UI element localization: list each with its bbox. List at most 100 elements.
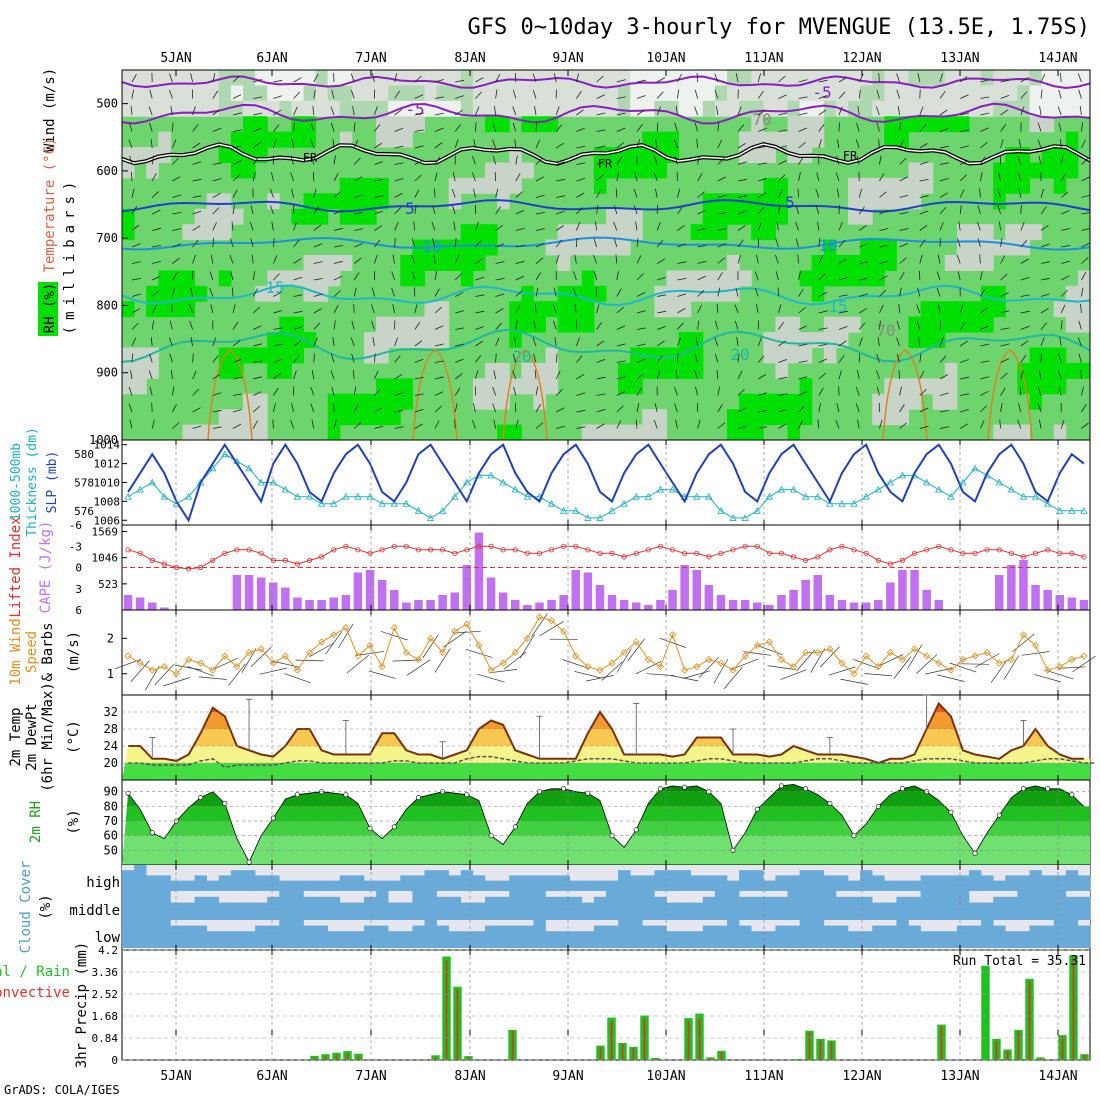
wind10-point — [753, 641, 761, 649]
thickness-point — [1019, 492, 1028, 500]
wind10-tick-label: 1 — [107, 667, 114, 681]
wind-barb — [596, 174, 604, 182]
chart-title: GFS 0~10day 3-hourly for MVENGUE (13.5E,… — [467, 15, 1090, 40]
rh-cell — [557, 255, 571, 271]
rh-cell — [230, 100, 244, 117]
wind-barb — [655, 139, 658, 149]
wind-barb — [232, 321, 239, 330]
rh-cell — [727, 208, 740, 225]
wind-barb — [717, 122, 720, 132]
wind-barb — [394, 337, 398, 347]
wind-barb — [797, 188, 799, 198]
wind-barb — [555, 225, 564, 231]
precip-convective-bar — [808, 1032, 811, 1060]
rh-cell — [509, 378, 522, 395]
wind-barb — [917, 73, 921, 83]
cloud-bar — [1005, 931, 1018, 948]
wind-barb — [333, 304, 339, 314]
wind-barb — [374, 210, 384, 215]
wind-barb — [939, 177, 949, 182]
rh-cell — [436, 85, 450, 102]
wind-barb — [535, 386, 539, 396]
pressure-tick-label: 500 — [96, 97, 118, 111]
cloud-bar — [1005, 896, 1018, 920]
rh-cell — [956, 255, 970, 271]
wind-barb — [515, 245, 525, 248]
wind-barb — [513, 89, 517, 99]
rh-cell — [1029, 378, 1043, 395]
cape-bar — [619, 600, 629, 610]
thickness-point — [596, 514, 604, 521]
cloud-bar — [497, 896, 510, 920]
rh-cell — [1053, 378, 1067, 395]
wind-barb — [1020, 354, 1027, 363]
wind-barb — [899, 139, 904, 149]
rh-cell — [848, 208, 861, 225]
rh-cell — [267, 85, 280, 102]
wind-barb — [778, 174, 786, 182]
rh-cell — [775, 177, 788, 194]
wind-barb — [454, 109, 463, 116]
rh-cell — [339, 393, 353, 410]
rh-cell — [993, 70, 1006, 86]
wind-barb — [414, 112, 424, 116]
wind-barb — [353, 287, 357, 297]
cloud-bar — [835, 896, 849, 920]
precip-convective-bar — [1006, 1050, 1009, 1060]
wind-barb — [635, 419, 638, 429]
wind-barb — [818, 238, 821, 248]
cape-bar — [898, 570, 907, 610]
wind-barb — [313, 322, 321, 330]
wind-barb — [1061, 275, 1070, 281]
wind-barb — [999, 221, 1001, 231]
rh-cell — [727, 100, 740, 117]
wind-barb — [252, 172, 256, 182]
rh-cell — [267, 131, 280, 148]
li-point — [427, 547, 434, 553]
wind-barb — [172, 122, 174, 132]
wind10-barb — [465, 648, 493, 658]
wind-barb — [374, 142, 383, 149]
rh-cell — [448, 193, 462, 210]
cloud-bar — [654, 896, 667, 920]
rh-cell — [714, 208, 728, 225]
wind-barb — [455, 79, 465, 83]
wind-barb — [168, 337, 173, 347]
thickness-point — [644, 492, 653, 500]
thickness-point — [584, 514, 592, 521]
wind-barb — [757, 237, 760, 248]
rh-cell — [400, 116, 413, 133]
wind-barb — [714, 337, 719, 347]
temp2m-label-1: 2m Temp — [8, 707, 24, 766]
thickness-point — [547, 499, 556, 507]
wind-barb — [815, 188, 820, 198]
wind-barb — [414, 160, 424, 165]
rh-cell — [884, 193, 897, 210]
wind-barb — [333, 260, 343, 264]
rh-cell — [860, 193, 873, 210]
wind10-barb — [228, 663, 246, 686]
cloud-bar — [727, 891, 740, 920]
wind-barb — [717, 194, 727, 198]
li-point — [1045, 547, 1051, 553]
wind10-point — [281, 652, 289, 660]
cape-bar — [849, 602, 859, 610]
rh-cell — [872, 177, 885, 194]
contour-label: 70 — [752, 110, 771, 129]
wind-barb — [532, 73, 537, 83]
cape-tick-label: 1569 — [92, 526, 119, 539]
wind-barb — [495, 293, 505, 297]
cloud-bar — [388, 902, 401, 920]
rh-cell — [799, 131, 813, 148]
cloud-bar — [400, 902, 413, 920]
cape-bar — [329, 597, 338, 610]
wind-barb — [394, 207, 402, 215]
wind-barb — [697, 290, 705, 297]
cape-bar — [450, 592, 459, 610]
cape-bar — [644, 605, 653, 610]
rh-cell — [364, 85, 377, 102]
wind-barb — [475, 239, 482, 248]
wind-barb — [290, 155, 294, 165]
precip-convective-bar — [698, 1018, 701, 1060]
wind-barb — [939, 109, 948, 116]
